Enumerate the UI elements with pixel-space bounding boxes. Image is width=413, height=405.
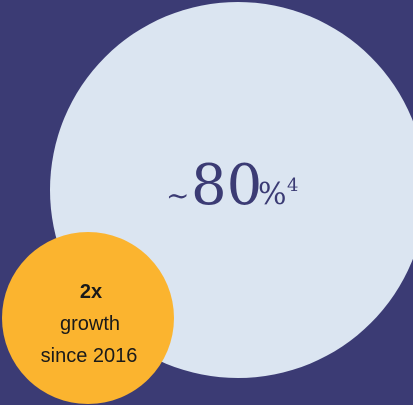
large-stat-value: 80: [191, 153, 262, 218]
small-stat-text: 2x growth since 2016: [41, 281, 138, 367]
approximate-symbol: ~: [166, 179, 189, 212]
large-stat-text: ~ 80 % 4: [166, 153, 298, 218]
footnote-marker: 4: [287, 175, 298, 196]
large-stat-unit: %: [258, 177, 287, 212]
small-stat-line-1: growth: [60, 313, 120, 335]
small-stat-headline: 2x: [80, 281, 102, 303]
small-stat-line-2: since 2016: [41, 345, 138, 367]
small-stat-circle: [2, 232, 174, 404]
